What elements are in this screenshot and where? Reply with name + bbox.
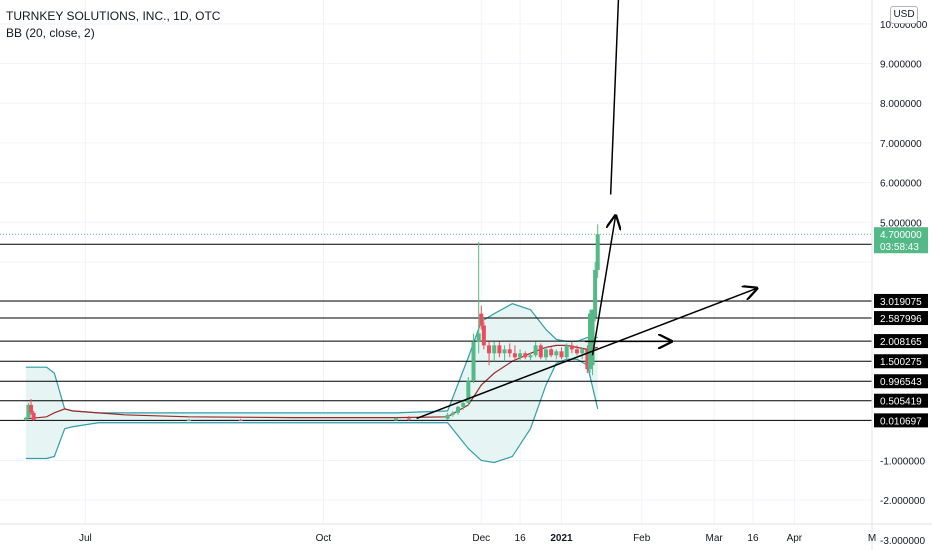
- x-tick-label: Oct: [316, 533, 332, 544]
- candle-body: [450, 412, 455, 415]
- line-label: 3.019075: [880, 297, 922, 308]
- x-tick-label: Feb: [633, 533, 651, 544]
- candle-body: [406, 418, 411, 420]
- line-label: 1.500275: [880, 357, 922, 368]
- candle-body: [507, 349, 512, 354]
- indicator-legend: BB (20, close, 2): [6, 26, 95, 40]
- symbol-legend: TURNKEY SOLUTIONS, INC., 1D, OTC: [6, 9, 221, 23]
- candle-body: [393, 418, 398, 421]
- candle-body: [476, 333, 481, 342]
- candle-body: [471, 341, 476, 382]
- candle-body: [528, 355, 533, 358]
- candle-body: [461, 402, 466, 407]
- candle-body: [481, 325, 486, 346]
- candle-body: [523, 353, 528, 358]
- x-tick-label: 2021: [550, 533, 573, 544]
- last-price-bg: [874, 227, 928, 254]
- candle-body: [26, 404, 31, 418]
- candle-body: [549, 349, 554, 356]
- candle-body: [492, 345, 497, 354]
- candle-body: [238, 419, 243, 421]
- candle-body: [575, 349, 580, 354]
- line-label-bg: [874, 413, 928, 428]
- line-label-bg: [874, 334, 928, 349]
- line-label: 0.505419: [880, 397, 922, 408]
- y-tick-label: -1.000000: [880, 456, 925, 467]
- y-tick-label: 8.000000: [880, 99, 922, 110]
- candle-body: [497, 345, 502, 354]
- candle-body: [533, 345, 538, 356]
- candle-body: [23, 417, 28, 420]
- x-tick-label: Jul: [79, 533, 92, 544]
- candle-body: [590, 309, 595, 366]
- candle-body: [512, 353, 517, 358]
- x-tick-label: 16: [515, 533, 527, 544]
- y-tick-label: 5.000000: [880, 218, 922, 229]
- y-tick-label: 10.000000: [880, 20, 928, 31]
- y-tick-label: 6.000000: [880, 179, 922, 190]
- line-label-bg: [874, 374, 928, 389]
- x-tick-label: 16: [747, 533, 759, 544]
- candle-body: [487, 345, 492, 354]
- line-label: 2.587996: [880, 314, 922, 325]
- bollinger-fill: [25, 303, 598, 463]
- candle-body: [585, 349, 590, 370]
- candle-body: [29, 404, 34, 413]
- line-label-bg: [874, 311, 928, 326]
- x-tick-label: M: [868, 533, 876, 544]
- x-tick-label: Mar: [706, 533, 724, 544]
- currency-button[interactable]: USD: [890, 6, 918, 24]
- candle-body: [479, 313, 484, 326]
- trend-line: [591, 214, 616, 356]
- x-tick-label: Apr: [787, 533, 803, 544]
- candle-body: [593, 269, 598, 318]
- candle-body: [569, 345, 574, 350]
- trend-line: [416, 288, 759, 420]
- candle-body: [186, 419, 191, 421]
- candle-body: [538, 345, 543, 358]
- y-tick-label: -3.000000: [880, 536, 925, 547]
- line-label: 0.996543: [880, 377, 922, 388]
- candle-body: [445, 414, 450, 419]
- y-tick-label: 9.000000: [880, 60, 922, 71]
- countdown-label: 03:58:43: [880, 242, 919, 253]
- candle-body: [455, 406, 460, 413]
- line-label-bg: [874, 393, 928, 408]
- y-tick-label: -2.000000: [880, 496, 925, 507]
- line-label-bg: [874, 293, 928, 308]
- line-label: 2.008165: [880, 337, 922, 348]
- candle-body: [554, 351, 559, 356]
- candle-body: [31, 412, 36, 420]
- x-tick-label: Dec: [472, 533, 490, 544]
- candle-body: [466, 381, 471, 403]
- y-tick-label: 7.000000: [880, 139, 922, 150]
- last-price-label: 4.700000: [880, 230, 922, 241]
- line-label: 0.010697: [880, 416, 922, 427]
- price-axis: [872, 0, 932, 550]
- candle-body: [502, 349, 507, 354]
- candle-body: [518, 353, 523, 358]
- candle-body: [543, 349, 548, 358]
- line-label-bg: [874, 354, 928, 369]
- candle-body: [559, 351, 564, 358]
- trend-line: [609, 0, 620, 195]
- candle-body: [580, 349, 585, 354]
- candle-body: [564, 345, 569, 358]
- candle-body: [595, 234, 600, 270]
